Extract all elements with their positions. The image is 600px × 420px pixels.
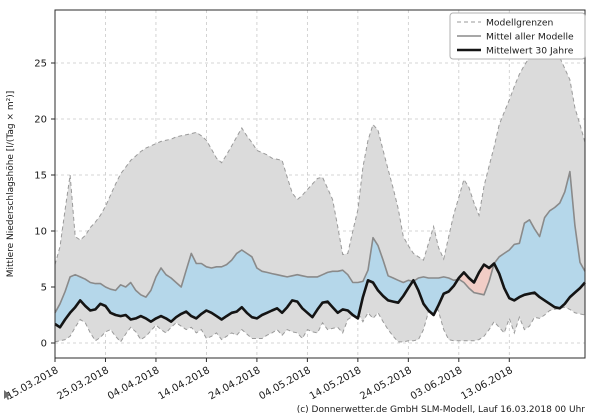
model-max-line [54,41,586,265]
cursor-artifact [4,390,11,400]
y-tick-label: 0 [41,339,47,350]
y-tick-label: 10 [34,227,47,238]
y-axis-label: Mittlere Niederschlagshöhe [l/(Tag × m²)… [6,91,16,278]
y-tick-label: 5 [41,283,47,294]
climate-mean-line [54,262,586,329]
model-mean-line [54,170,586,314]
plot-border [54,9,586,359]
y-tick-label: 20 [34,115,47,126]
y-tick-label: 25 [34,59,47,70]
axis-ticks [51,62,510,362]
above-normal-fill [55,237,413,328]
model-min-line [54,295,586,343]
legend-label: Mittel aller Modelle [486,32,574,43]
legend-label: Mittelwert 30 Jahre [486,46,574,57]
legend-label: Modellgrenzen [486,18,553,29]
legend: Modellgrenzen Mittel aller Modelle Mittelw… [449,12,586,60]
y-tick-label: 15 [34,171,47,182]
legend-box [449,12,586,60]
copyright-credit: (c) Donnerwetter.de GmbH SLM-Modell, Lau… [296,405,585,415]
above-normal-fill [494,171,585,309]
